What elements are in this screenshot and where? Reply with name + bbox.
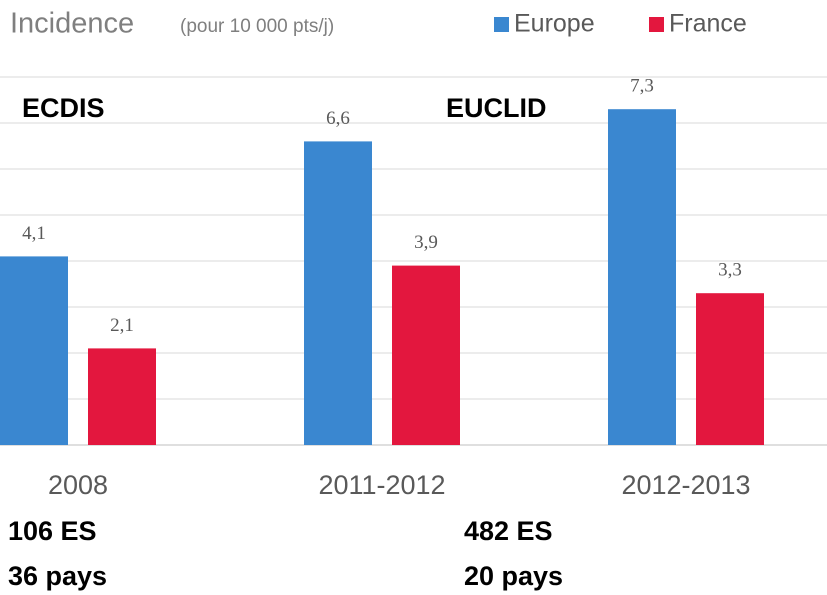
- legend-label: France: [669, 10, 747, 38]
- x-tick-label: 2012-2013: [621, 470, 750, 500]
- annotation: 20 pays: [464, 561, 563, 591]
- annotation: 36 pays: [8, 561, 107, 591]
- bar: [392, 265, 460, 445]
- legend-swatch: [494, 17, 509, 32]
- x-tick-label: 2011-2012: [318, 470, 445, 500]
- value-label: 4,1: [22, 223, 46, 244]
- legend-swatch: [649, 17, 664, 32]
- annotation: 106 ES: [8, 516, 97, 546]
- bar: [696, 293, 764, 445]
- bar: [88, 348, 156, 445]
- bar: [304, 141, 372, 445]
- x-tick-label: 2008: [48, 470, 108, 500]
- legend-label: Europe: [514, 10, 595, 38]
- value-label: 3,3: [718, 260, 742, 281]
- value-label: 7,3: [630, 76, 654, 97]
- annotation: EUCLID: [446, 93, 547, 123]
- annotation: ECDIS: [22, 93, 105, 123]
- bar: [0, 256, 68, 445]
- annotation: 482 ES: [464, 516, 553, 546]
- value-label: 3,9: [414, 232, 438, 253]
- value-label: 2,1: [110, 315, 134, 336]
- value-label: 6,6: [326, 108, 350, 129]
- chart-title: Incidence: [10, 8, 134, 40]
- chart-subtitle: (pour 10 000 pts/j): [180, 16, 334, 37]
- bar: [608, 109, 676, 445]
